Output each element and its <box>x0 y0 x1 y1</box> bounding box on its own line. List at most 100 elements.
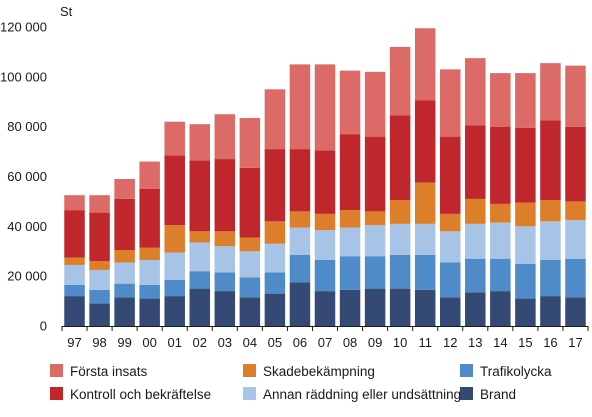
bar-segment <box>239 251 261 278</box>
x-tick-label: 00 <box>142 335 156 350</box>
bar-segment <box>139 259 160 285</box>
bar-segment <box>139 298 160 326</box>
bar-segment <box>314 213 336 231</box>
bar-segment <box>465 198 486 224</box>
x-tick-label: 17 <box>568 335 582 350</box>
bar-segment <box>64 210 85 258</box>
x-tick-label: 10 <box>393 335 407 350</box>
bar-segment <box>289 227 311 255</box>
bar-segment <box>289 211 311 228</box>
bar-segment <box>339 210 361 228</box>
bar-segment <box>139 247 160 260</box>
bar-segment <box>540 259 561 297</box>
bar-segment <box>339 289 361 326</box>
bar-segment <box>189 231 211 243</box>
bar-segment <box>389 223 411 255</box>
legend-swatch <box>460 387 473 400</box>
bar-segment <box>364 136 386 212</box>
bar-segment <box>540 296 561 326</box>
y-tick-label: 0 <box>40 319 47 334</box>
bar-segment <box>114 198 135 251</box>
bar-segment <box>139 284 160 299</box>
bar-segment <box>214 159 236 232</box>
bar-segment <box>490 73 511 127</box>
bar-segment <box>414 254 436 290</box>
bar-segment <box>515 202 536 227</box>
x-tick-label: 11 <box>418 335 432 350</box>
bar-segment <box>214 246 236 273</box>
bar-segment <box>515 73 536 128</box>
bar-segment <box>439 262 461 298</box>
legend-label: Skadebekämpning <box>263 364 375 379</box>
bar-segment <box>364 288 386 327</box>
x-tick-label: 05 <box>268 335 282 350</box>
bar-segment <box>164 252 185 280</box>
bar-segment <box>515 263 536 299</box>
bar-segment <box>64 284 85 297</box>
bar-segment <box>339 70 361 135</box>
bar-segment <box>114 178 135 199</box>
bar-segment <box>389 200 411 224</box>
bar-segment <box>565 258 586 298</box>
bar-segment <box>264 89 286 150</box>
bar-segment <box>414 182 436 224</box>
bar-segment <box>565 201 586 221</box>
bar-segment <box>540 221 561 260</box>
bar-segment <box>490 203 511 223</box>
y-tick-label: 80 000 <box>7 119 47 134</box>
bar-segment <box>164 279 185 297</box>
bar-segment <box>114 250 135 263</box>
bar-segment <box>289 282 311 326</box>
bar-segment <box>565 65 586 127</box>
bar-segment <box>164 225 185 253</box>
bar-segment <box>490 126 511 204</box>
bar-segment <box>389 46 411 116</box>
bar-segment <box>264 293 286 326</box>
bar-segment <box>364 256 386 289</box>
bar-segment <box>239 237 261 252</box>
bar-segment <box>139 188 160 248</box>
bar-segment <box>89 212 110 262</box>
legend-swatch <box>460 364 473 377</box>
y-tick-label: 100 000 <box>0 69 47 84</box>
bar-segment <box>465 223 486 259</box>
bar-segment <box>114 262 135 284</box>
bar-segment <box>490 258 511 292</box>
bar-segment <box>389 254 411 289</box>
bar-segment <box>89 195 110 213</box>
x-tick-label: 15 <box>518 335 532 350</box>
y-tick-label: 60 000 <box>7 169 47 184</box>
bar-segment <box>515 127 536 203</box>
x-tick-label: 14 <box>493 335 507 350</box>
bars <box>64 28 586 327</box>
bar-segment <box>64 296 85 326</box>
bar-segment <box>540 120 561 201</box>
bar-segment <box>540 200 561 222</box>
bar-segment <box>364 211 386 226</box>
bar-segment <box>414 289 436 326</box>
bar-segment <box>164 155 185 226</box>
bar-segment <box>239 297 261 326</box>
bar-segment <box>214 291 236 326</box>
legend-label: Trafikolycka <box>480 364 552 379</box>
bar-segment <box>414 223 436 255</box>
x-tick-label: 06 <box>293 335 307 350</box>
bar-segment <box>540 63 561 121</box>
y-axis-unit-label: St <box>60 4 73 19</box>
x-tick-label: 09 <box>368 335 382 350</box>
bar-segment <box>89 261 110 270</box>
bar-segment <box>114 283 135 298</box>
bar-segment <box>264 272 286 294</box>
bar-segment <box>439 213 461 232</box>
bar-segment <box>64 257 85 265</box>
x-tick-label: 07 <box>318 335 332 350</box>
bar-segment <box>189 288 211 327</box>
x-tick-label: 97 <box>67 335 81 350</box>
bar-segment <box>139 161 160 189</box>
legend-swatch <box>243 387 256 400</box>
bar-segment <box>239 117 261 168</box>
bar-segment <box>314 150 336 214</box>
bar-segment <box>64 195 85 211</box>
legend-label: Brand <box>480 387 516 402</box>
